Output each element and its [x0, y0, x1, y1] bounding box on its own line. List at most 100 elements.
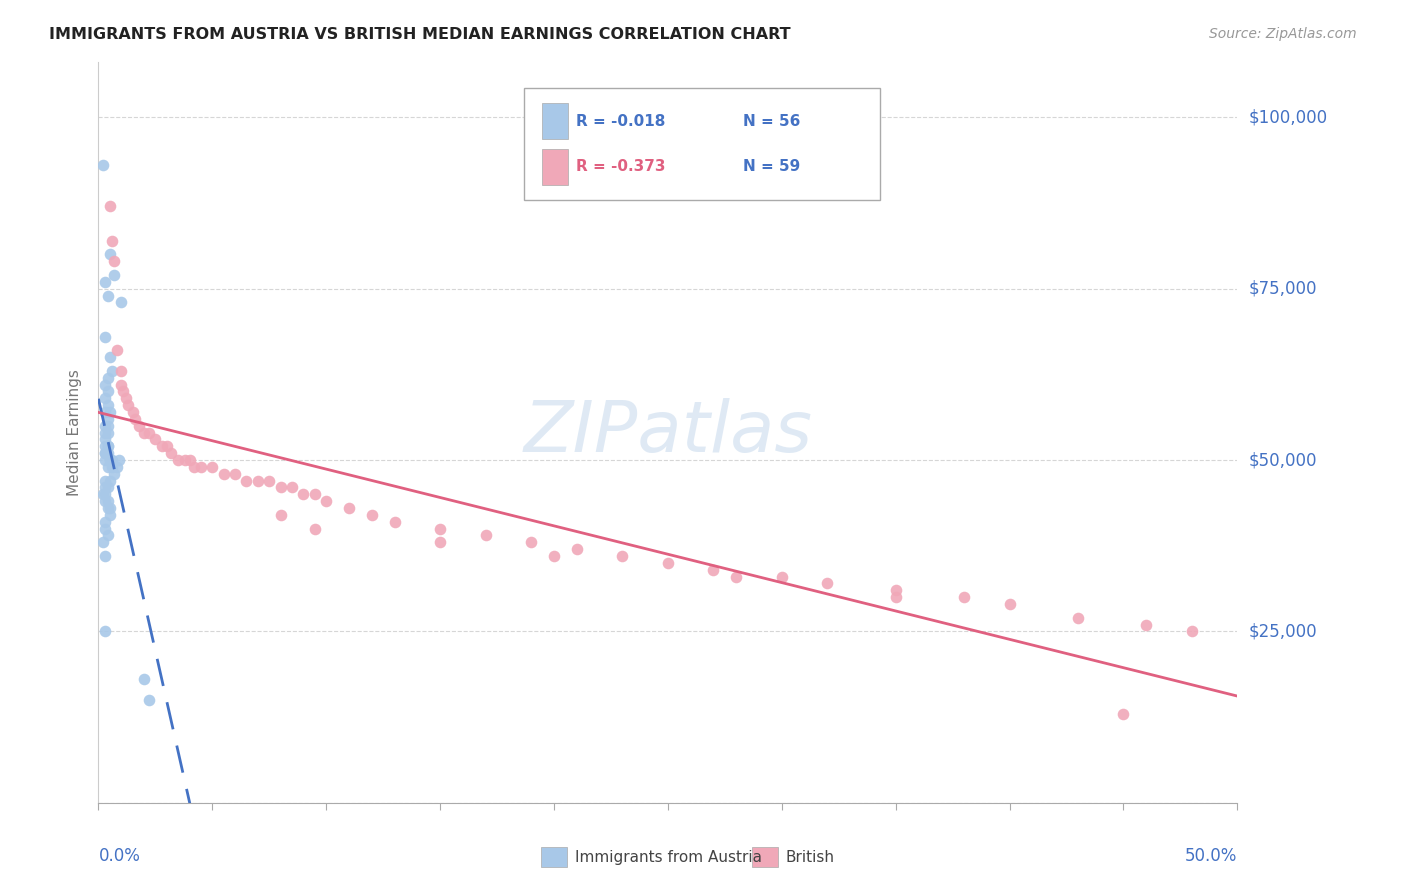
Point — [612, 549, 634, 563]
Text: Source: ZipAtlas.com: Source: ZipAtlas.com — [1209, 27, 1357, 41]
Point — [179, 453, 201, 467]
Point — [98, 247, 121, 261]
Point — [94, 446, 117, 460]
Text: 50.0%: 50.0% — [1185, 847, 1237, 865]
Point — [96, 494, 118, 508]
Point — [96, 480, 118, 494]
Point — [96, 418, 118, 433]
Point — [1067, 610, 1090, 624]
Text: $100,000: $100,000 — [1249, 108, 1327, 127]
Point — [94, 480, 117, 494]
Point — [543, 549, 565, 563]
Point — [94, 329, 117, 343]
Point — [96, 501, 118, 516]
Point — [953, 590, 976, 604]
Text: Immigrants from Austria: Immigrants from Austria — [575, 850, 762, 864]
Point — [998, 597, 1021, 611]
Point — [94, 275, 117, 289]
Point — [246, 474, 269, 488]
Point — [190, 459, 212, 474]
Point — [91, 487, 114, 501]
Point — [98, 453, 121, 467]
Point — [94, 494, 117, 508]
Point — [702, 563, 724, 577]
Point — [132, 673, 155, 687]
Point — [96, 439, 118, 453]
Point — [94, 515, 117, 529]
Text: British: British — [786, 850, 835, 864]
Point — [98, 199, 121, 213]
Point — [1135, 617, 1157, 632]
Point — [1181, 624, 1204, 639]
Point — [565, 542, 588, 557]
Point — [520, 535, 543, 549]
Point — [94, 392, 117, 406]
Point — [94, 439, 117, 453]
Point — [98, 405, 121, 419]
Point — [212, 467, 235, 481]
Point — [657, 556, 679, 570]
Point — [94, 453, 117, 467]
Point — [96, 412, 118, 426]
Point — [101, 453, 124, 467]
Point — [96, 288, 118, 302]
Text: N = 59: N = 59 — [742, 159, 800, 174]
Point — [96, 439, 118, 453]
Point — [725, 569, 748, 583]
Point — [101, 459, 124, 474]
Point — [112, 384, 135, 399]
Point — [96, 398, 118, 412]
Point — [138, 693, 160, 707]
Point — [94, 446, 117, 460]
Point — [91, 535, 114, 549]
Point — [94, 425, 117, 440]
Point — [96, 446, 118, 460]
Text: IMMIGRANTS FROM AUSTRIA VS BRITISH MEDIAN EARNINGS CORRELATION CHART: IMMIGRANTS FROM AUSTRIA VS BRITISH MEDIA… — [49, 27, 790, 42]
Point — [103, 254, 125, 268]
Point — [259, 474, 281, 488]
Text: 0.0%: 0.0% — [98, 847, 141, 865]
Point — [235, 474, 257, 488]
Point — [145, 433, 167, 447]
Point — [94, 377, 117, 392]
Point — [315, 494, 337, 508]
Y-axis label: Median Earnings: Median Earnings — [66, 369, 82, 496]
Point — [98, 453, 121, 467]
Point — [94, 624, 117, 639]
Point — [174, 453, 197, 467]
Point — [101, 364, 124, 378]
Point — [98, 350, 121, 364]
Point — [281, 480, 304, 494]
Point — [132, 425, 155, 440]
Point — [94, 405, 117, 419]
Point — [183, 459, 205, 474]
Point — [384, 515, 406, 529]
Point — [224, 467, 246, 481]
Point — [117, 398, 139, 412]
Point — [96, 425, 118, 440]
Point — [103, 268, 125, 282]
Point — [110, 364, 132, 378]
Point — [429, 535, 451, 549]
Point — [770, 569, 793, 583]
Point — [304, 487, 326, 501]
Point — [105, 343, 128, 358]
Text: R = -0.018: R = -0.018 — [576, 113, 665, 128]
Point — [167, 453, 190, 467]
Point — [101, 234, 124, 248]
Text: $50,000: $50,000 — [1249, 451, 1317, 469]
Point — [270, 508, 292, 522]
Point — [110, 295, 132, 310]
Point — [121, 405, 143, 419]
Point — [98, 474, 121, 488]
Point — [94, 487, 117, 501]
Point — [94, 474, 117, 488]
Point — [270, 480, 292, 494]
Point — [160, 446, 183, 460]
Point — [150, 439, 173, 453]
Point — [884, 590, 907, 604]
Point — [98, 501, 121, 516]
Point — [96, 459, 118, 474]
Point — [201, 459, 224, 474]
Point — [103, 467, 125, 481]
